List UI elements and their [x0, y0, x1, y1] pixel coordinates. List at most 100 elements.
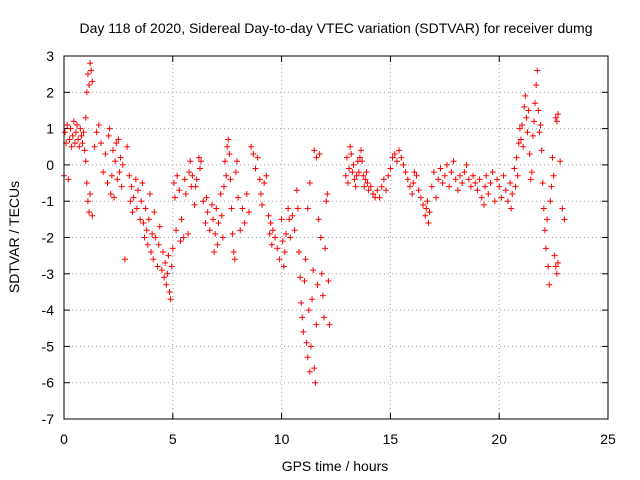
data-point	[93, 129, 100, 136]
data-point	[177, 238, 184, 245]
data-point	[299, 314, 306, 321]
data-point	[508, 205, 515, 212]
data-point	[423, 205, 430, 212]
data-point	[561, 216, 568, 223]
data-point	[437, 165, 444, 172]
data-point	[117, 154, 124, 161]
data-point	[250, 151, 257, 158]
data-point	[353, 172, 360, 179]
data-point	[512, 183, 519, 190]
data-point	[152, 234, 159, 241]
data-point	[524, 129, 531, 136]
data-point	[411, 169, 418, 176]
data-point	[69, 132, 76, 139]
data-point	[323, 198, 330, 205]
data-point	[252, 165, 259, 172]
data-point	[181, 176, 188, 183]
data-point	[310, 267, 317, 274]
data-point	[105, 132, 112, 139]
data-point	[519, 121, 526, 128]
plot-frame	[63, 55, 609, 420]
data-point	[441, 172, 448, 179]
data-point	[349, 169, 356, 176]
data-point	[472, 180, 479, 187]
data-point	[118, 183, 125, 190]
data-point	[182, 190, 189, 197]
data-point	[348, 151, 355, 158]
data-point	[233, 158, 240, 165]
data-point	[231, 256, 238, 263]
data-point	[150, 256, 157, 263]
data-point	[285, 205, 292, 212]
x-tick-label: 20	[491, 431, 507, 447]
data-point	[365, 187, 372, 194]
data-point	[542, 245, 549, 252]
data-point	[502, 187, 509, 194]
data-point	[527, 176, 534, 183]
data-point	[428, 183, 435, 190]
data-point	[322, 245, 329, 252]
data-point	[304, 354, 311, 361]
data-point	[229, 230, 236, 237]
data-point	[165, 252, 172, 259]
data-point	[430, 169, 437, 176]
data-point	[124, 143, 131, 150]
y-axis-label: SDTVAR / TECUs	[6, 181, 22, 293]
y-tick-label: -7	[42, 411, 55, 427]
data-point	[359, 158, 366, 165]
y-tick-label: -1	[42, 193, 55, 209]
y-tick-label: -6	[42, 375, 55, 391]
data-point	[223, 172, 230, 179]
data-point	[274, 245, 281, 252]
data-point	[280, 263, 287, 270]
data-point	[102, 151, 109, 158]
data-point	[529, 132, 536, 139]
data-point	[160, 249, 167, 256]
data-point	[539, 180, 546, 187]
data-point	[318, 270, 325, 277]
data-point	[478, 194, 485, 201]
data-point	[111, 194, 118, 201]
data-point	[325, 278, 332, 285]
chart-title: Day 118 of 2020, Sidereal Day-to-day VTE…	[79, 20, 592, 36]
data-point	[141, 234, 148, 241]
data-point	[457, 172, 464, 179]
data-point	[128, 183, 135, 190]
data-point	[553, 118, 560, 125]
data-point	[76, 143, 83, 150]
data-point	[224, 143, 231, 150]
data-point	[361, 183, 368, 190]
data-point	[219, 234, 226, 241]
data-point	[487, 180, 494, 187]
data-point	[84, 71, 91, 78]
data-point	[248, 143, 255, 150]
data-point	[496, 183, 503, 190]
data-point	[532, 100, 539, 107]
data-point	[549, 154, 556, 161]
data-point	[537, 121, 544, 128]
data-point	[344, 180, 351, 187]
y-tick-label: -3	[42, 266, 55, 282]
data-point	[504, 198, 511, 205]
data-point	[540, 205, 547, 212]
data-point	[520, 143, 527, 150]
data-point	[476, 176, 483, 183]
data-point	[474, 187, 481, 194]
data-point	[197, 165, 203, 172]
data-point	[202, 219, 209, 226]
data-point	[461, 169, 468, 176]
data-point	[112, 158, 119, 165]
data-point	[127, 198, 134, 205]
data-point	[321, 314, 328, 321]
data-point	[185, 230, 192, 237]
data-point	[204, 209, 211, 216]
data-point	[137, 216, 144, 223]
data-point	[515, 140, 522, 147]
data-point	[86, 209, 93, 216]
data-point	[174, 172, 181, 179]
data-point	[214, 241, 221, 248]
y-tick-label: 0	[46, 157, 54, 173]
data-point	[166, 288, 173, 295]
data-point	[263, 172, 270, 179]
data-point	[422, 212, 429, 219]
